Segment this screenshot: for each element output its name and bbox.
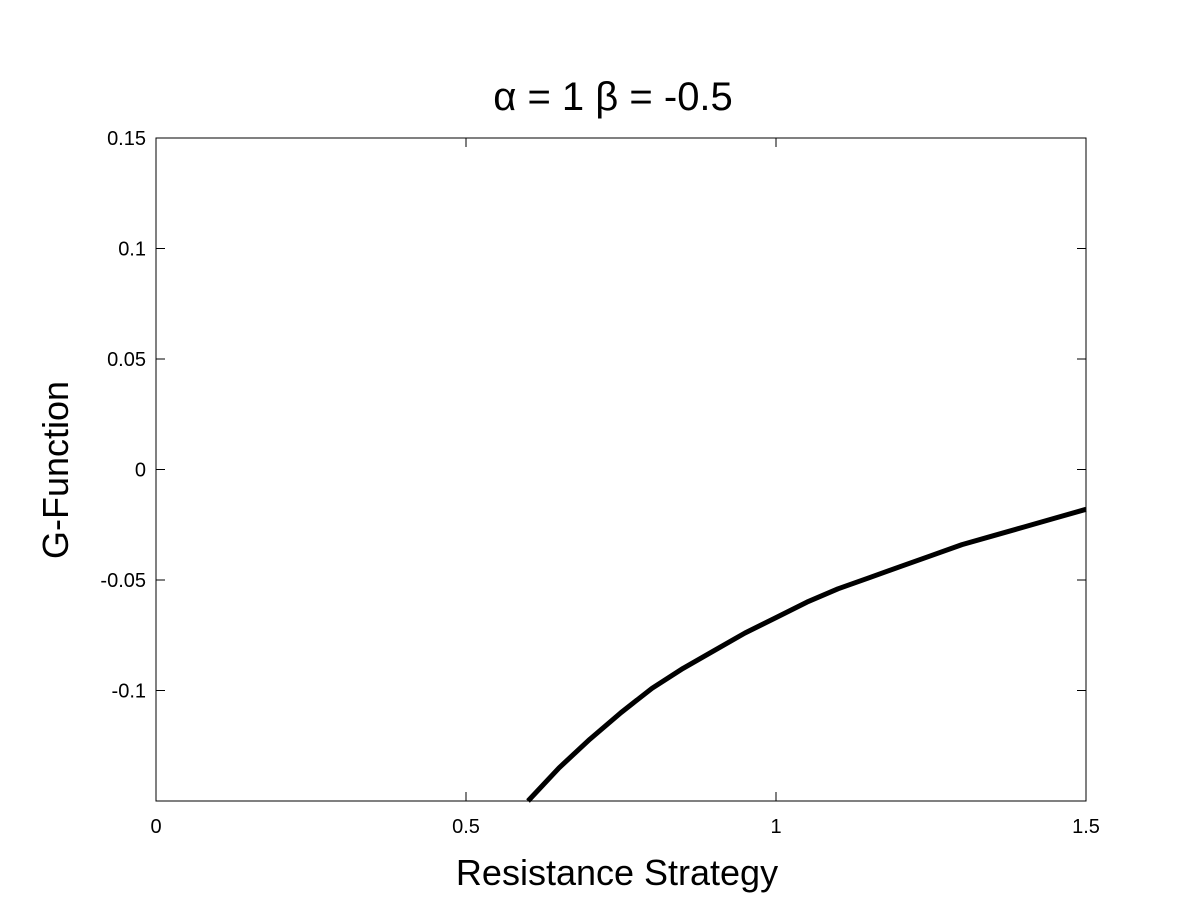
y-tick-label: 0.1	[118, 239, 146, 261]
y-tick-label: -0.05	[100, 570, 146, 592]
chart-title: α = 1 β = -0.5	[493, 75, 733, 119]
series-line	[526, 506, 1087, 803]
y-tick-label: 0	[135, 460, 146, 482]
x-axis-label: Resistance Strategy	[456, 852, 778, 893]
y-tick-label: -0.1	[112, 681, 146, 703]
x-tick-label: 0.5	[452, 816, 480, 838]
x-tick-label: 0	[150, 816, 161, 838]
plot-area: 0 0.5 1 1.5 0.15 0.1 0.05 0 -0.05 -0.1	[100, 128, 1100, 838]
x-tick-label: 1	[770, 816, 781, 838]
x-tick-label: 1.5	[1072, 816, 1100, 838]
y-tick-label: 0.15	[107, 128, 146, 150]
plot-frame	[155, 137, 1087, 802]
y-tick-label: 0.05	[107, 349, 146, 371]
y-axis-label: G-Function	[35, 381, 76, 559]
